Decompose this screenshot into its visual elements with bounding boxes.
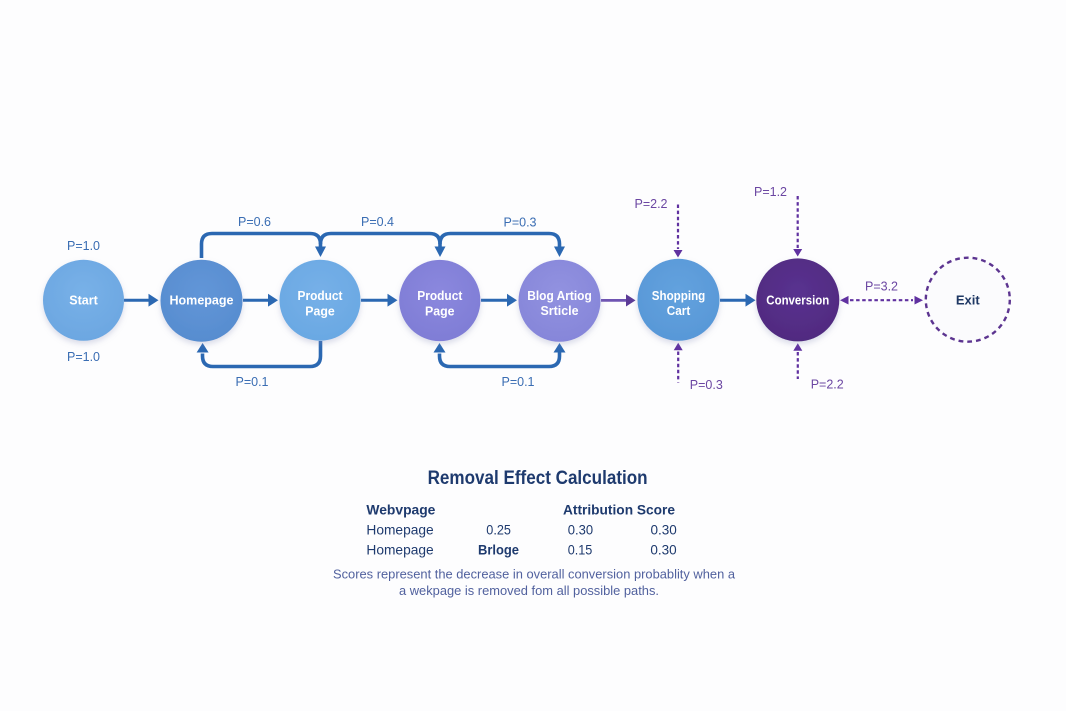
svg-text:0.30: 0.30 [568,522,593,538]
svg-text:P=1.0: P=1.0 [67,350,100,364]
svg-text:0.25: 0.25 [486,522,511,538]
svg-text:Exit: Exit [956,293,981,308]
svg-text:P=0.1: P=0.1 [501,375,534,389]
svg-text:P=1.2: P=1.2 [754,185,787,199]
svg-text:P=0.1: P=0.1 [235,375,268,389]
svg-text:Start: Start [69,293,98,308]
svg-text:Homepage: Homepage [170,293,234,308]
svg-text:Scores represent the decrease: Scores represent the decrease in overall… [333,567,736,582]
svg-text:a wekpage is removed fom all p: a wekpage is removed fom all possible pa… [399,583,659,598]
svg-text:Shopping: Shopping [652,288,706,303]
svg-text:0.30: 0.30 [650,542,677,558]
svg-text:Page: Page [305,304,335,319]
svg-text:Product: Product [417,288,463,303]
svg-text:Srticle: Srticle [541,303,579,318]
svg-text:P=0.3: P=0.3 [690,378,723,392]
svg-text:P=0.4: P=0.4 [361,215,394,229]
svg-text:P=3.2: P=3.2 [865,279,898,293]
svg-text:Homepage: Homepage [366,522,433,538]
svg-text:Page: Page [425,304,455,319]
svg-text:Conversion: Conversion [766,293,829,308]
svg-text:0.15: 0.15 [568,542,593,558]
svg-text:P=2.2: P=2.2 [634,197,667,211]
svg-text:P=1.0: P=1.0 [67,239,100,253]
svg-text:0.30: 0.30 [650,522,677,538]
svg-text:P=0.6: P=0.6 [238,215,271,229]
svg-text:P=2.2: P=2.2 [811,378,844,392]
svg-text:Attribution Score: Attribution Score [563,502,675,518]
svg-text:Product: Product [298,288,344,303]
svg-text:Blog Artiog: Blog Artiog [527,288,592,303]
svg-text:Homepage: Homepage [366,542,433,558]
svg-text:Webvpage: Webvpage [366,502,435,518]
svg-text:Removal Effect Calculation: Removal Effect Calculation [428,468,648,489]
svg-text:Brloge: Brloge [478,542,519,558]
svg-text:Cart: Cart [667,303,691,318]
svg-text:P=0.3: P=0.3 [503,216,536,230]
